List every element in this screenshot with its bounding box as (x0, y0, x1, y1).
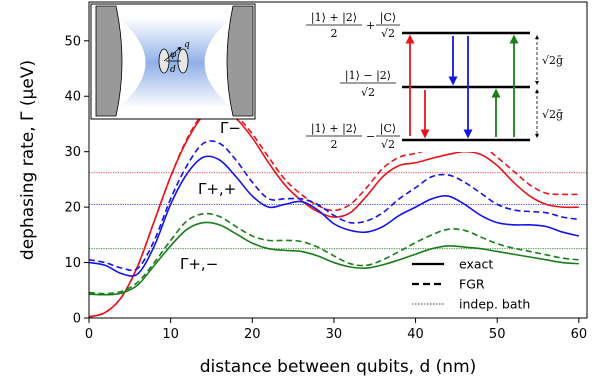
series-green-exact (89, 221, 579, 296)
x-tick-label: 0 (85, 327, 93, 342)
label-q: q (184, 40, 190, 50)
cavity-field (118, 18, 232, 108)
legend-label-indep-bath: indep. bath (459, 297, 530, 312)
middle-level-numerator: |1⟩ − |2⟩ (345, 69, 391, 83)
curve-label-gamma-minus: Γ− (220, 119, 241, 137)
right-mirror (226, 5, 254, 117)
y-axis-label: dephasing rate, Γ (μeV) (18, 60, 38, 260)
x-axis-label: distance between qubits, d (nm) (200, 357, 477, 377)
y-tick-label: 20 (64, 201, 81, 216)
bottom-level-c-numerator: |C⟩ (380, 122, 396, 136)
y-tick-label: 0 (73, 312, 81, 327)
axis-ticks: 0 10 20 30 40 50 60 0 10 20 30 40 50 (64, 34, 587, 342)
y-tick-label: 40 (64, 90, 81, 105)
middle-level-denominator: √2 (361, 86, 375, 99)
label-d: d (170, 65, 176, 75)
top-level-c-denominator: √2 (381, 27, 395, 40)
left-mirror (95, 5, 123, 117)
series-blue-exact (89, 155, 580, 277)
y-tick-label: 30 (64, 145, 81, 160)
label-phi: φ (170, 50, 177, 60)
legend: exact FGR indep. bath (412, 257, 530, 312)
x-tick-label: 20 (244, 327, 261, 342)
bottom-level-minus: − (366, 130, 375, 143)
legend-label-fgr: FGR (459, 277, 485, 292)
gap-label-upper: √2ḡ (542, 54, 563, 67)
gap-label-lower: √2ḡ (542, 108, 563, 121)
top-level-numerator: |1⟩ + |2⟩ (311, 11, 357, 25)
series-green-fgr (89, 212, 579, 295)
series-red-exact (89, 109, 579, 318)
inset-level-diagram: √2ḡ √2ḡ |1⟩ + |2⟩ 2 + |C⟩ √2 |1⟩ − |2⟩ √… (296, 4, 585, 152)
level-diagram-bg (402, 4, 585, 152)
legend-label-exact: exact (459, 257, 493, 272)
plot-frame (88, 1, 588, 319)
y-tick-label: 10 (64, 256, 81, 271)
y-tick-label: 50 (64, 34, 81, 49)
x-tick-label: 50 (489, 327, 506, 342)
top-level-denominator: 2 (331, 27, 338, 40)
data-curves (89, 107, 580, 318)
top-level-plus: + (366, 19, 375, 32)
curve-label-gamma-plus-minus: Γ+,− (180, 255, 218, 273)
inset-cavity-schematic: q d φ (90, 3, 256, 120)
top-level-c-numerator: |C⟩ (380, 11, 396, 25)
bottom-level-c-denominator: √2 (381, 138, 395, 151)
x-tick-label: 30 (326, 327, 343, 342)
x-tick-label: 60 (571, 327, 588, 342)
x-tick-label: 40 (407, 327, 424, 342)
bottom-level-numerator: |1⟩ + |2⟩ (311, 122, 357, 136)
q-vector-arrow (163, 46, 182, 62)
curve-label-gamma-plus-plus: Γ+,+ (198, 180, 236, 198)
bottom-level-denominator: 2 (331, 138, 338, 151)
level-labels-bg (296, 4, 402, 152)
series-blue-fgr (89, 140, 579, 272)
x-tick-label: 10 (162, 327, 179, 342)
